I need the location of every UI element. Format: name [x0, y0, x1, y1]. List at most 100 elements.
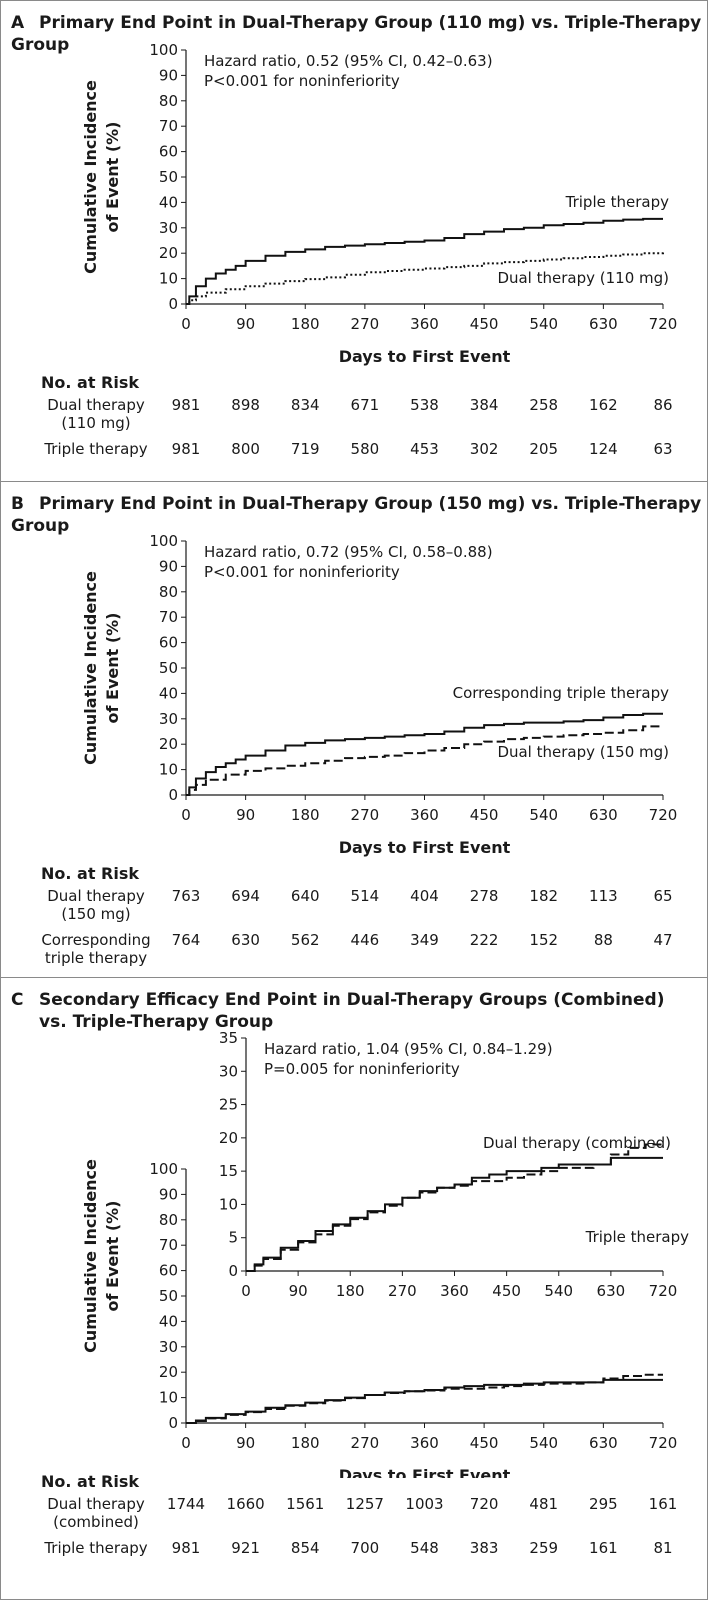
- inset-x-tick-label: 450: [492, 1282, 521, 1300]
- y-tick-label: 40: [159, 193, 178, 211]
- panel-title-text: Secondary Efficacy End Point in Dual-The…: [39, 990, 665, 1010]
- risk-value: 446: [350, 931, 380, 949]
- y-tick-label: 60: [159, 1262, 178, 1280]
- risk-value: 383: [469, 1539, 499, 1557]
- risk-value: 981: [171, 440, 201, 458]
- series-line-upper: [186, 712, 663, 796]
- risk-value: 295: [589, 1495, 618, 1513]
- inset-y-tick-label: 10: [219, 1195, 238, 1213]
- risk-value: 81: [653, 1539, 673, 1557]
- y-tick-label: 10: [159, 270, 178, 288]
- x-tick-label: 540: [529, 1434, 558, 1452]
- p-value-text: P<0.001 for noninferiority: [204, 563, 400, 581]
- x-tick-label: 0: [181, 315, 191, 333]
- x-tick-label: 540: [529, 315, 558, 333]
- x-tick-label: 540: [529, 806, 558, 824]
- risk-value: 278: [469, 887, 499, 905]
- x-tick-label: 360: [410, 806, 439, 824]
- x-tick-label: 0: [181, 1434, 191, 1452]
- risk-value: 720: [469, 1495, 499, 1513]
- panel-c: C Secondary Efficacy End Point in Dual-Th…: [0, 978, 708, 1600]
- risk-value: 834: [290, 396, 320, 414]
- inset-y-tick-label: 35: [219, 1029, 238, 1047]
- y-tick-label: 40: [159, 684, 178, 702]
- risk-value: 719: [290, 440, 320, 458]
- risk-value: 1257: [345, 1495, 384, 1513]
- risk-value: 349: [410, 931, 439, 949]
- risk-value: 981: [171, 396, 201, 414]
- risk-row-label-line1: Dual therapy: [47, 1495, 145, 1513]
- risk-row-label-line2: triple therapy: [44, 949, 148, 967]
- risk-row-label-line1: Corresponding: [41, 931, 151, 949]
- inset-series-line-lower: [246, 1143, 663, 1272]
- inset-y-tick-label: 30: [219, 1062, 238, 1080]
- risk-value: 113: [589, 887, 618, 905]
- x-tick-label: 450: [470, 1434, 499, 1452]
- risk-value: 205: [529, 440, 559, 458]
- risk-value: 152: [529, 931, 559, 949]
- y-tick-label: 60: [159, 634, 178, 652]
- risk-value: 764: [171, 931, 201, 949]
- p-value-text: P<0.001 for noninferiority: [204, 72, 400, 90]
- risk-value: 580: [350, 440, 380, 458]
- x-tick-label: 180: [291, 806, 320, 824]
- inset-x-tick-label: 90: [289, 1282, 308, 1300]
- risk-value: 548: [410, 1539, 439, 1557]
- risk-row-label-line2: (150 mg): [61, 905, 131, 923]
- risk-row-label: Dual therapy (110 mg): [26, 396, 166, 432]
- x-tick-label: 720: [649, 806, 678, 824]
- x-tick-label: 0: [181, 806, 191, 824]
- y-tick-label: 10: [159, 761, 178, 779]
- x-tick-label: 90: [236, 806, 255, 824]
- y-tick-label: 0: [168, 1414, 178, 1432]
- inset-x-tick-label: 180: [336, 1282, 365, 1300]
- y-tick-label: 20: [159, 244, 178, 262]
- risk-value: 763: [171, 887, 201, 905]
- inset-series-line-upper: [246, 1156, 663, 1272]
- y-tick-label: 0: [168, 786, 178, 804]
- y-axis-label-line1: Cumulative Incidence: [81, 1159, 100, 1353]
- risk-row-label-line1: Dual therapy: [47, 887, 145, 905]
- risk-value: 481: [529, 1495, 559, 1513]
- inset-x-tick-label: 0: [241, 1282, 251, 1300]
- y-axis-label-line1: Cumulative Incidence: [81, 571, 100, 765]
- risk-value: 700: [350, 1539, 380, 1557]
- panel-title-text: Primary End Point in Dual-Therapy Group …: [11, 13, 702, 55]
- y-tick-label: 30: [159, 710, 178, 728]
- y-tick-label: 50: [159, 1287, 178, 1305]
- y-tick-label: 70: [159, 608, 178, 626]
- risk-row-label: Triple therapy: [26, 440, 166, 458]
- x-tick-label: 270: [351, 1434, 380, 1452]
- inset-y-tick-label: 0: [228, 1262, 238, 1280]
- risk-header: No. at Risk: [41, 1472, 140, 1491]
- risk-value: 694: [231, 887, 260, 905]
- panel-letter: C: [11, 990, 24, 1010]
- y-axis-label-line1: Cumulative Incidence: [81, 80, 100, 274]
- risk-value: 258: [529, 396, 559, 414]
- x-tick-label: 180: [291, 1434, 320, 1452]
- risk-value: 640: [290, 887, 320, 905]
- risk-row-label-line1: Dual therapy: [47, 396, 145, 414]
- curve-label-lower: Dual therapy (110 mg): [497, 269, 669, 287]
- series-line-lower: [186, 725, 663, 796]
- panel-title-line2: vs. Triple-Therapy Group: [39, 1012, 274, 1032]
- y-tick-label: 0: [168, 295, 178, 313]
- risk-value: 63: [653, 440, 673, 458]
- y-tick-label: 100: [149, 1160, 178, 1178]
- risk-value: 124: [589, 440, 618, 458]
- panel-a: A Primary End Point in Dual-Therapy Group…: [0, 0, 708, 482]
- y-axis-label-line2: of Event (%): [103, 613, 122, 724]
- risk-value: 404: [410, 887, 439, 905]
- series-line-lower: [186, 250, 664, 305]
- x-tick-label: 450: [470, 806, 499, 824]
- survival-chart-b: 0 90 180 270 360 450 540 630 720 0 10 20 30 40 50 60 70 8…: [81, 532, 678, 857]
- main-series-line-upper: [186, 1378, 663, 1424]
- risk-value: 302: [469, 440, 499, 458]
- curve-label-lower: Dual therapy (150 mg): [497, 743, 669, 761]
- risk-value: 1561: [286, 1495, 325, 1513]
- risk-value: 259: [529, 1539, 559, 1557]
- risk-value: 1003: [405, 1495, 444, 1513]
- y-axis-label-line2: of Event (%): [103, 1201, 122, 1312]
- risk-value: 453: [410, 440, 439, 458]
- hazard-ratio-text: Hazard ratio, 0.52 (95% CI, 0.42–0.63): [204, 52, 493, 70]
